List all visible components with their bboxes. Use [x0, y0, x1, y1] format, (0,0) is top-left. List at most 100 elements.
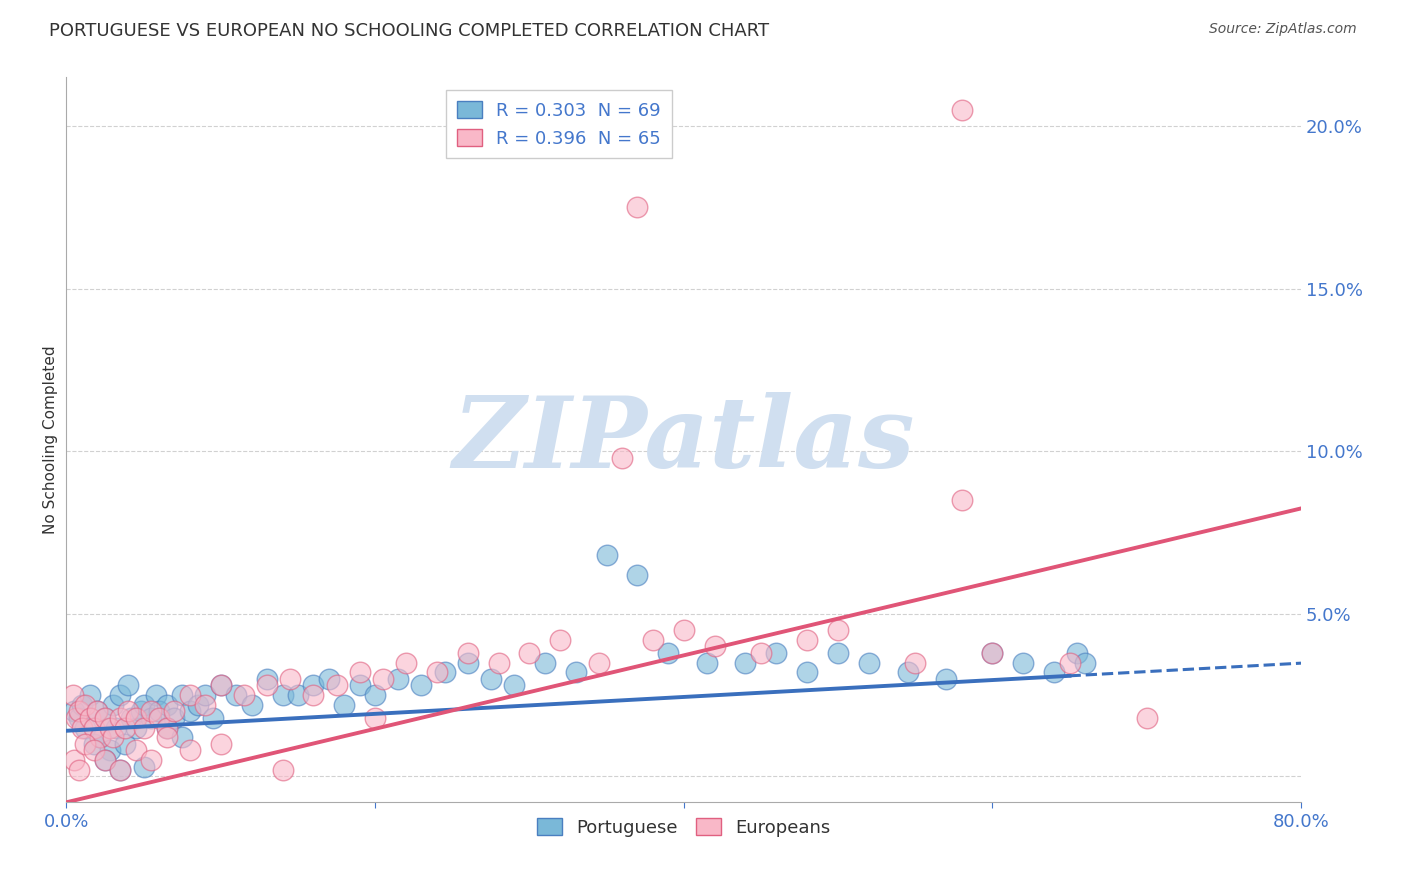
- Point: [163, 711, 186, 725]
- Point: [503, 678, 526, 692]
- Point: [194, 698, 217, 712]
- Point: [187, 698, 209, 712]
- Point: [117, 678, 139, 692]
- Point: [125, 711, 148, 725]
- Point: [703, 639, 725, 653]
- Point: [796, 665, 818, 680]
- Point: [595, 548, 617, 562]
- Point: [101, 698, 124, 712]
- Point: [83, 743, 105, 757]
- Point: [110, 763, 132, 777]
- Point: [110, 711, 132, 725]
- Text: Source: ZipAtlas.com: Source: ZipAtlas.com: [1209, 22, 1357, 37]
- Point: [232, 688, 254, 702]
- Point: [457, 656, 479, 670]
- Point: [148, 711, 170, 725]
- Point: [101, 731, 124, 745]
- Point: [1066, 646, 1088, 660]
- Point: [70, 721, 93, 735]
- Point: [94, 753, 117, 767]
- Point: [225, 688, 247, 702]
- Point: [325, 678, 347, 692]
- Point: [349, 665, 371, 680]
- Point: [148, 704, 170, 718]
- Point: [114, 721, 136, 735]
- Point: [194, 688, 217, 702]
- Point: [132, 698, 155, 712]
- Point: [256, 672, 278, 686]
- Point: [426, 665, 449, 680]
- Point: [981, 646, 1004, 660]
- Point: [287, 688, 309, 702]
- Point: [156, 731, 179, 745]
- Point: [371, 672, 394, 686]
- Point: [172, 688, 194, 702]
- Point: [364, 711, 387, 725]
- Point: [1074, 656, 1097, 670]
- Point: [120, 711, 142, 725]
- Point: [240, 698, 263, 712]
- Point: [73, 698, 96, 712]
- Point: [657, 646, 679, 660]
- Point: [86, 704, 108, 718]
- Point: [94, 753, 117, 767]
- Point: [94, 711, 117, 725]
- Point: [79, 688, 101, 702]
- Point: [98, 743, 121, 757]
- Point: [89, 731, 111, 745]
- Point: [318, 672, 340, 686]
- Point: [104, 721, 127, 735]
- Point: [411, 678, 433, 692]
- Point: [858, 656, 880, 670]
- Point: [209, 737, 232, 751]
- Point: [179, 743, 201, 757]
- Point: [110, 688, 132, 702]
- Point: [73, 737, 96, 751]
- Point: [302, 688, 325, 702]
- Point: [387, 672, 409, 686]
- Point: [141, 704, 163, 718]
- Text: PORTUGUESE VS EUROPEAN NO SCHOOLING COMPLETED CORRELATION CHART: PORTUGUESE VS EUROPEAN NO SCHOOLING COMP…: [49, 22, 769, 40]
- Point: [734, 656, 756, 670]
- Point: [129, 704, 152, 718]
- Point: [65, 711, 87, 725]
- Point: [73, 721, 96, 735]
- Point: [132, 759, 155, 773]
- Point: [114, 737, 136, 751]
- Point: [433, 665, 456, 680]
- Point: [641, 632, 664, 647]
- Point: [271, 688, 294, 702]
- Point: [548, 632, 571, 647]
- Point: [125, 721, 148, 735]
- Point: [1136, 711, 1159, 725]
- Point: [179, 688, 201, 702]
- Point: [672, 623, 695, 637]
- Point: [62, 688, 84, 702]
- Point: [896, 665, 918, 680]
- Point: [202, 711, 225, 725]
- Point: [950, 493, 973, 508]
- Point: [125, 743, 148, 757]
- Point: [749, 646, 772, 660]
- Point: [588, 656, 610, 670]
- Point: [302, 678, 325, 692]
- Point: [1012, 656, 1035, 670]
- Point: [333, 698, 356, 712]
- Point: [172, 731, 194, 745]
- Point: [209, 678, 232, 692]
- Legend: Portuguese, Europeans: Portuguese, Europeans: [530, 811, 838, 844]
- Point: [271, 763, 294, 777]
- Point: [117, 704, 139, 718]
- Point: [132, 721, 155, 735]
- Point: [156, 721, 179, 735]
- Point: [626, 201, 648, 215]
- Point: [79, 711, 101, 725]
- Y-axis label: No Schooling Completed: No Schooling Completed: [44, 345, 58, 534]
- Point: [83, 721, 105, 735]
- Point: [904, 656, 927, 670]
- Point: [256, 678, 278, 692]
- Point: [1059, 656, 1081, 670]
- Point: [179, 704, 201, 718]
- Point: [94, 711, 117, 725]
- Point: [67, 763, 90, 777]
